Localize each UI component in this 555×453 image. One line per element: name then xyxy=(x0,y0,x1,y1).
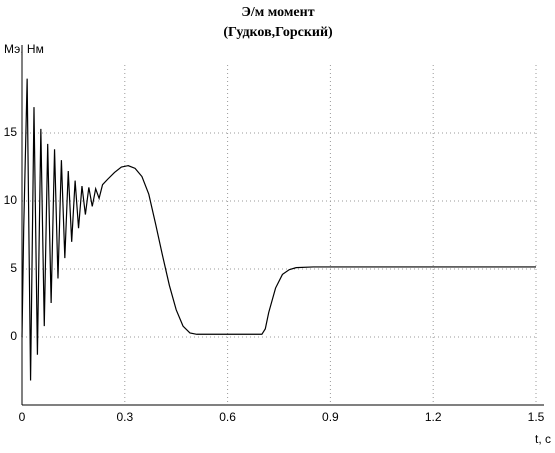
x-tick-label: 1.5 xyxy=(528,410,545,424)
y-axis-label: Мэ, Нм xyxy=(4,42,44,56)
x-tick-label: 0 xyxy=(19,410,26,424)
y-tick-label: 5 xyxy=(10,261,17,275)
y-tick-label: 15 xyxy=(4,125,18,139)
x-tick-label: 0.6 xyxy=(219,410,236,424)
data-line xyxy=(21,78,536,381)
x-axis-label: t, c xyxy=(535,432,551,446)
y-tick-label: 0 xyxy=(10,329,17,343)
x-tick-label: 0.9 xyxy=(322,410,339,424)
x-tick-label: 0.3 xyxy=(116,410,133,424)
chart-title: Э/м момент xyxy=(241,5,314,20)
chart-subtitle: (Гудков,Горский) xyxy=(223,25,333,40)
x-tick-label: 1.2 xyxy=(425,410,442,424)
y-tick-label: 10 xyxy=(4,193,18,207)
